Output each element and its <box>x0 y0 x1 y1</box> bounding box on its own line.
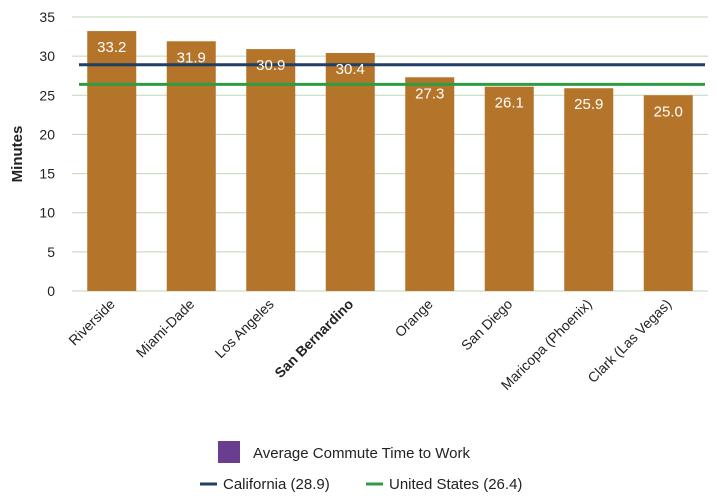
bar <box>325 53 375 291</box>
bar <box>246 49 296 292</box>
legend-series-label: Average Commute Time to Work <box>253 445 471 462</box>
bar <box>87 31 137 291</box>
y-tick-label: 30 <box>39 48 55 64</box>
reference-lines <box>79 63 705 86</box>
category-label: Los Angeles <box>212 296 277 361</box>
legend-reference-label: California (28.9) <box>223 476 330 493</box>
y-tick-label: 10 <box>39 205 55 221</box>
bar-value-label: 27.3 <box>415 85 444 102</box>
y-tick-label: 20 <box>39 126 55 142</box>
y-tick-label: 5 <box>47 244 55 260</box>
y-axis-label: Minutes <box>9 126 26 183</box>
category-label: Miami-Dade <box>133 296 198 361</box>
category-label: Clark (Las Vegas) <box>584 296 674 386</box>
legend-swatch <box>218 441 240 463</box>
value-labels: 33.2 31.9 30.9 30.4 27.3 26.1 25.9 25.0 <box>97 39 683 120</box>
bar <box>643 95 693 292</box>
category-label: Orange <box>392 296 436 340</box>
y-tick-label: 25 <box>39 87 55 103</box>
bar <box>564 88 614 292</box>
y-tick-label: 35 <box>39 9 55 25</box>
bar-value-label: 33.2 <box>97 39 126 56</box>
category-label: Maricopa (Phoenix) <box>498 296 595 393</box>
bar-value-label: 30.9 <box>256 57 285 74</box>
bar <box>405 77 455 291</box>
bar-value-label: 31.9 <box>177 49 206 66</box>
bar <box>484 86 534 291</box>
legend: Average Commute Time to Work California (… <box>200 441 522 493</box>
legend-reference-label: United States (26.4) <box>389 476 522 493</box>
category-label: Riverside <box>65 296 118 349</box>
y-axis-ticks: 0 5 10 15 20 25 30 35 <box>39 9 55 299</box>
bar-value-label: 26.1 <box>495 95 524 112</box>
category-label: San Bernardino <box>271 296 356 381</box>
bar-value-label: 30.4 <box>336 61 365 78</box>
category-label: San Diego <box>458 296 516 354</box>
y-tick-label: 0 <box>47 283 55 299</box>
bar-value-label: 25.9 <box>574 96 603 113</box>
bar-value-label: 25.0 <box>654 103 683 120</box>
bar <box>166 41 216 291</box>
y-tick-label: 15 <box>39 166 55 182</box>
